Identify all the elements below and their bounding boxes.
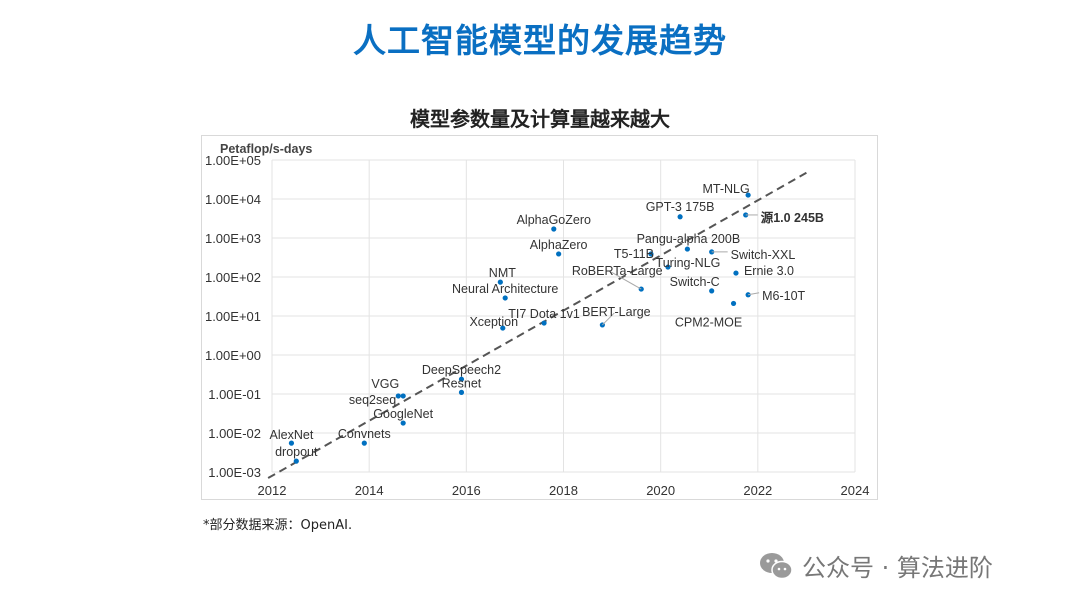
data-point [500, 325, 506, 331]
data-point [648, 251, 654, 257]
data-point [458, 376, 465, 382]
leader-line [748, 292, 760, 296]
data-point [745, 192, 751, 198]
point-label: CPM2-MOE [675, 315, 742, 329]
data-point [709, 288, 715, 294]
data-point [730, 300, 737, 307]
point-label: Turing-NLG [656, 256, 721, 270]
x-tick-label: 2016 [452, 483, 481, 498]
x-tick-label: 2014 [355, 483, 384, 498]
data-point [551, 226, 557, 232]
data-point [400, 393, 406, 399]
y-tick-label: 1.00E-03 [208, 465, 261, 480]
chart-title: 模型参数量及计算量越来越大 [410, 107, 670, 131]
data-point [684, 246, 690, 252]
point-label: AlphaGoZero [517, 213, 591, 227]
point-label: seq2seq [349, 393, 396, 407]
data-point [361, 440, 367, 446]
data-point [293, 458, 299, 464]
leader-line [610, 271, 642, 290]
point-label: BERT-Large [582, 305, 651, 319]
point-label: Ernie 3.0 [744, 264, 794, 278]
data-point [733, 270, 739, 276]
point-label: GoogleNet [373, 407, 433, 421]
data-point [400, 420, 406, 426]
point-label: Neural Architecture [452, 282, 558, 296]
leader-line [602, 312, 615, 326]
point-label: NMT [489, 266, 516, 280]
data-point [665, 264, 671, 270]
point-label: TI7 Dota 1v1 [508, 307, 580, 321]
y-tick-label: 1.00E-02 [208, 426, 261, 441]
point-label: VGG [371, 377, 399, 391]
x-tick-label: 2020 [646, 483, 675, 498]
data-point [556, 251, 562, 257]
data-point [288, 440, 295, 446]
x-tick-label: 2018 [549, 483, 578, 498]
point-label: Pangu-alpha 200B [637, 232, 741, 246]
point-label: T5-11B [614, 247, 654, 261]
y-tick-label: 1.00E+04 [205, 192, 261, 207]
point-label: Convnets [338, 427, 391, 441]
point-label: AlphaZero [530, 238, 588, 252]
data-point [497, 279, 503, 285]
y-tick-label: 1.00E+03 [205, 231, 261, 246]
point-label: Xception [469, 315, 518, 329]
point-label: AlexNet [270, 428, 314, 442]
point-label: RoBERTa-Large [572, 264, 663, 278]
y-tick-label: 1.00E-01 [208, 387, 261, 402]
x-tick-label: 2012 [258, 483, 287, 498]
x-tick-label: 2024 [841, 483, 870, 498]
y-tick-label: 1.00E+05 [205, 153, 261, 168]
point-label: 源1.0 245B [761, 210, 824, 225]
point-label: Switch-C [670, 275, 720, 289]
point-label: Switch-XXL [731, 248, 796, 262]
data-point [638, 286, 644, 292]
point-label: Resnet [442, 376, 482, 390]
point-label: M6-10T [762, 289, 805, 303]
watermark-text: 公众号 · 算法进阶 [802, 554, 993, 582]
point-label: MT-NLG [702, 182, 749, 196]
footnote: *部分数据来源：OpenAI. [203, 518, 353, 533]
chart-frame [201, 135, 878, 500]
y-axis-label: Petaflop/s-days [220, 142, 312, 156]
watermark: 公众号 · 算法进阶 [758, 548, 993, 583]
data-point [458, 389, 465, 395]
page-title: 人工智能模型的发展趋势 [353, 21, 727, 60]
y-tick-label: 1.00E+00 [205, 348, 261, 363]
wechat-icon [760, 552, 793, 579]
y-tick-label: 1.00E+01 [205, 309, 261, 324]
point-label: dropout [275, 445, 318, 459]
point-label: GPT-3 175B [646, 200, 715, 214]
x-tick-label: 2022 [743, 483, 772, 498]
data-point [395, 393, 401, 399]
point-label: DeepSpeech2 [422, 363, 501, 377]
data-point [541, 320, 547, 326]
data-point [677, 214, 683, 220]
y-tick-label: 1.00E+02 [205, 270, 261, 285]
data-point [502, 295, 508, 301]
